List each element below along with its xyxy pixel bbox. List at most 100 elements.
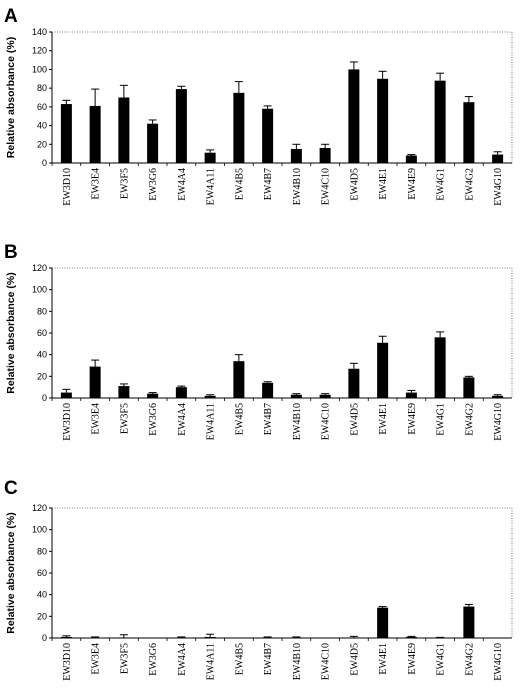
- bar: [290, 394, 302, 398]
- bar: [175, 387, 187, 398]
- category-label: EW4E1: [378, 168, 389, 200]
- category-label: EW4G2: [464, 403, 475, 436]
- bar: [290, 637, 302, 638]
- category-label: EW4B5: [234, 168, 245, 200]
- category-label: EW3G6: [148, 643, 159, 676]
- category-label: EW4G2: [464, 168, 475, 201]
- category-label: EW4A11: [206, 168, 217, 205]
- bar: [89, 637, 101, 638]
- category-label: EW4E9: [407, 643, 418, 675]
- y-tick-label: 100: [32, 285, 47, 295]
- category-label: EW3F5: [119, 168, 130, 199]
- category-label: EW4A4: [177, 643, 188, 676]
- category-label: EW4E9: [407, 403, 418, 435]
- bar: [492, 395, 504, 398]
- category-label: EW4D5: [349, 168, 360, 201]
- category-label: EW4B10: [292, 643, 303, 680]
- bar: [319, 148, 331, 163]
- category-label: EW4B10: [292, 168, 303, 205]
- y-tick-label: 120: [32, 503, 47, 513]
- bar: [233, 92, 245, 163]
- bar: [204, 636, 216, 638]
- panel-c: C 0 20 40 60 80 100 120 Relative absorbance (%) E…: [4, 478, 513, 681]
- y-axis-title: Relative absorbance (%): [5, 512, 17, 633]
- y-axis-title: Relative absorbance (%): [5, 272, 17, 393]
- y-tick-label: 60: [37, 102, 47, 112]
- bar: [175, 89, 187, 163]
- category-label: EW4C10: [321, 643, 332, 680]
- category-label: EW4B5: [234, 643, 245, 675]
- category-label: EW4E1: [378, 403, 389, 435]
- category-label: EW3D10: [62, 168, 73, 206]
- bar: [492, 154, 504, 163]
- y-tick-label: 60: [37, 328, 47, 338]
- bar: [262, 382, 274, 398]
- category-label: EW3E4: [91, 403, 102, 435]
- panel-a: A 0 20 40 60 80 100 120 140 Relative absorbance (…: [4, 6, 513, 206]
- bar: [348, 368, 360, 398]
- y-tick-label: 120: [32, 263, 47, 273]
- category-label: EW4B7: [263, 643, 274, 675]
- category-label: EW4E9: [407, 168, 418, 200]
- bar: [118, 386, 130, 398]
- bar: [377, 78, 389, 163]
- category-label: EW3D10: [62, 643, 73, 681]
- bar: [290, 148, 302, 163]
- y-tick-label: 0: [42, 633, 47, 643]
- y-tick-label: 40: [37, 350, 47, 360]
- category-label: EW3F5: [119, 643, 130, 674]
- bar: [89, 366, 101, 398]
- bar: [377, 607, 389, 638]
- panel-letter: B: [4, 242, 18, 263]
- panel-letter: A: [4, 6, 18, 27]
- y-tick-label: 100: [32, 525, 47, 535]
- y-tick-label: 40: [37, 590, 47, 600]
- bar: [377, 342, 389, 398]
- y-tick-label: 40: [37, 121, 47, 131]
- bar: [463, 102, 475, 163]
- category-label: EW4A11: [206, 403, 217, 440]
- category-label: EW3E4: [91, 168, 102, 200]
- category-label: EW4A4: [177, 403, 188, 436]
- bar: [60, 104, 72, 163]
- category-label: EW4G10: [493, 643, 504, 681]
- y-tick-label: 0: [42, 158, 47, 168]
- bar: [348, 637, 360, 638]
- panel-letter: C: [4, 478, 18, 499]
- bar: [405, 392, 417, 398]
- bar: [262, 108, 274, 163]
- bar: [434, 80, 446, 163]
- y-tick-label: 80: [37, 546, 47, 556]
- category-label: EW4G10: [493, 403, 504, 441]
- bar: [147, 123, 159, 163]
- category-label: EW4D5: [349, 403, 360, 436]
- category-label: EW4A11: [206, 643, 217, 680]
- category-label: EW4B10: [292, 403, 303, 440]
- bar: [319, 394, 331, 398]
- category-label: EW3G6: [148, 403, 159, 436]
- category-label: EW4G1: [436, 643, 447, 676]
- bar: [60, 392, 72, 398]
- y-tick-label: 0: [42, 393, 47, 403]
- bar: [405, 155, 417, 163]
- bar: [204, 152, 216, 163]
- category-label: EW3E4: [91, 643, 102, 675]
- y-tick-label: 20: [37, 371, 47, 381]
- category-label: EW4E1: [378, 643, 389, 675]
- bar: [262, 637, 274, 638]
- y-tick-label: 20: [37, 611, 47, 621]
- category-label: EW3D10: [62, 403, 73, 441]
- category-label: EW4C10: [321, 403, 332, 440]
- bar: [463, 606, 475, 638]
- bar: [175, 637, 187, 638]
- y-tick-label: 80: [37, 306, 47, 316]
- panel-b: B 0 20 40 60 80 100 120 Relative absorbance (%) E…: [4, 242, 513, 441]
- y-tick-label: 120: [32, 46, 47, 56]
- y-tick-label: 140: [32, 27, 47, 37]
- y-tick-label: 20: [37, 139, 47, 149]
- bar: [147, 393, 159, 398]
- bar: [348, 69, 360, 163]
- y-axis-title: Relative absorbance (%): [5, 37, 17, 158]
- category-label: EW3F5: [119, 403, 130, 434]
- y-tick-label: 100: [32, 64, 47, 74]
